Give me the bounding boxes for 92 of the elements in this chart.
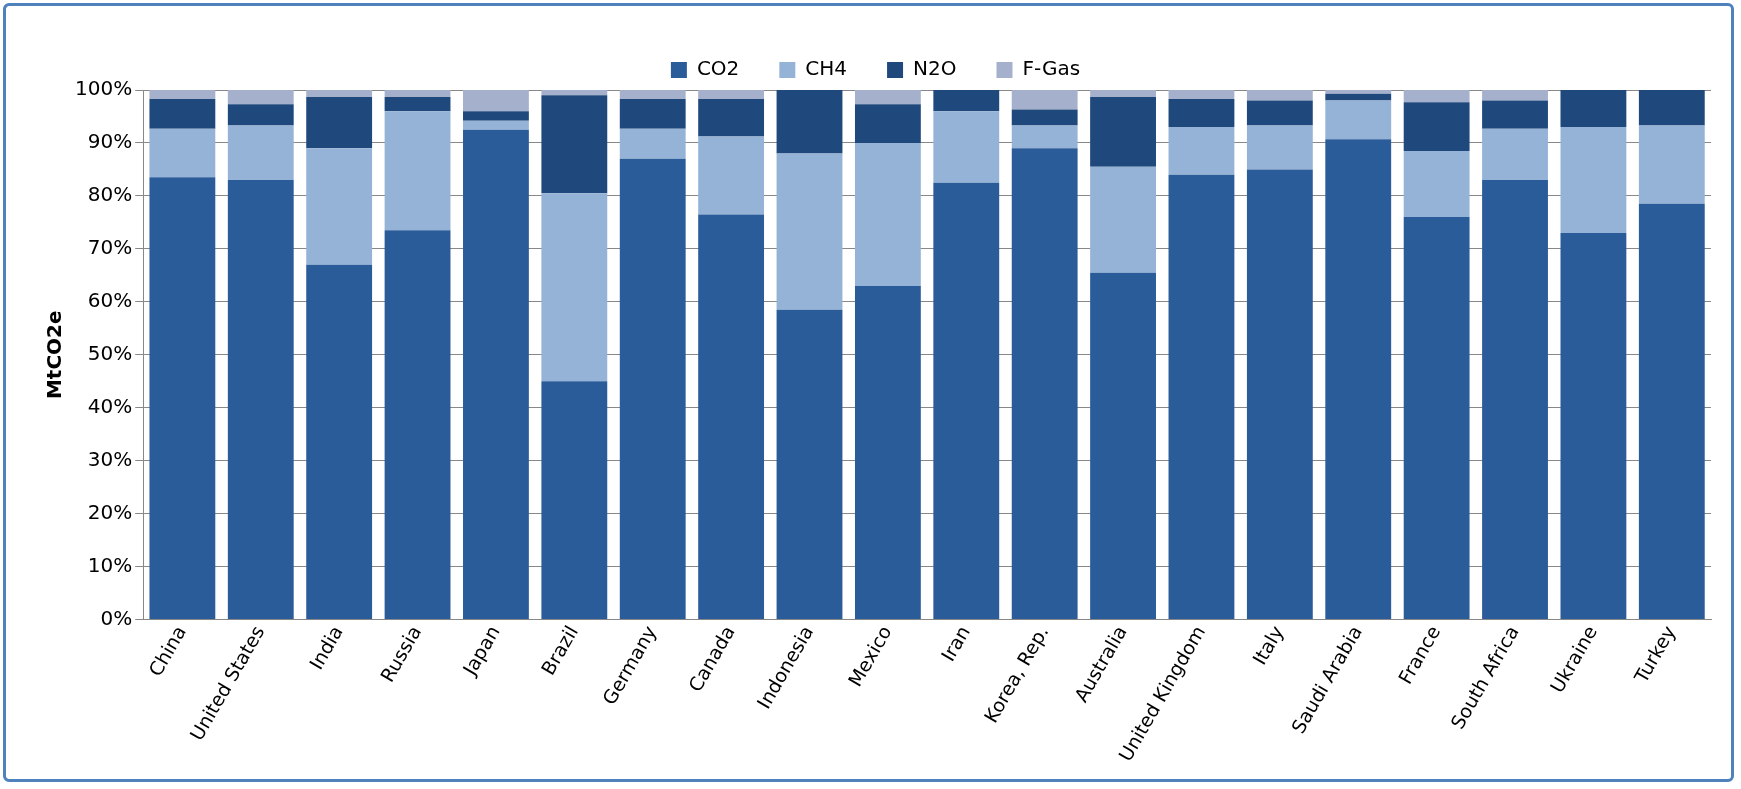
bar — [306, 264, 373, 620]
bar — [463, 90, 529, 112]
bar — [1168, 174, 1235, 620]
bar — [306, 90, 373, 97]
bar — [776, 309, 843, 620]
y-tick-label: 60% — [87, 288, 133, 313]
legend-label: CH4 — [805, 56, 848, 81]
bar — [149, 128, 216, 178]
bar — [1560, 90, 1627, 128]
bar — [1325, 90, 1392, 94]
bar — [1325, 139, 1392, 620]
y-axis-title: MtCO2e — [42, 310, 67, 400]
y-tick-label: 20% — [87, 499, 133, 524]
y-tick-label: 80% — [87, 182, 133, 207]
bar — [384, 111, 451, 231]
bar — [698, 136, 765, 215]
bar — [1090, 272, 1156, 620]
y-tick-label: 70% — [87, 235, 133, 260]
bar — [463, 111, 529, 121]
bar — [619, 90, 686, 99]
bar — [227, 90, 294, 105]
bar — [1011, 90, 1078, 110]
legend-label: CO2 — [696, 56, 740, 81]
bar — [1560, 127, 1627, 233]
bar — [384, 90, 451, 97]
bar — [1482, 180, 1548, 620]
y-tick-label: 100% — [74, 76, 133, 101]
bar — [149, 90, 216, 99]
bar — [1011, 148, 1078, 620]
y-tick-label: 40% — [87, 393, 133, 418]
bar — [1246, 100, 1313, 126]
bar — [854, 142, 921, 286]
bar — [541, 381, 608, 620]
bar — [1403, 150, 1470, 218]
bar — [1246, 169, 1313, 620]
bar — [1246, 90, 1313, 101]
bar — [1638, 125, 1705, 204]
bar — [1011, 109, 1078, 126]
y-tick-label: 90% — [87, 129, 133, 154]
bar — [1560, 232, 1627, 620]
bar — [619, 99, 686, 129]
bar — [1482, 90, 1548, 101]
bar — [776, 90, 843, 154]
bar — [1168, 90, 1235, 99]
y-tick-label: 10% — [87, 552, 133, 577]
bar — [854, 90, 921, 105]
bar — [1090, 96, 1156, 167]
bar — [384, 96, 451, 112]
bar — [1482, 100, 1548, 129]
bar — [1011, 125, 1078, 149]
bar — [227, 180, 294, 620]
legend-label: F-Gas — [1022, 56, 1081, 81]
bar — [227, 104, 294, 126]
y-tick-label: 50% — [87, 340, 133, 365]
bar — [933, 182, 1000, 620]
legend-label: N2O — [913, 56, 957, 81]
bar — [149, 177, 216, 620]
bar — [698, 90, 765, 99]
y-tick-label: 30% — [87, 446, 133, 471]
bar — [1403, 90, 1470, 103]
bar — [933, 111, 1000, 183]
bar — [227, 125, 294, 181]
bar — [1168, 127, 1235, 175]
bar — [1246, 125, 1313, 170]
bar — [933, 90, 1000, 112]
bar — [463, 120, 529, 130]
bar — [776, 153, 843, 310]
bar — [384, 230, 451, 620]
bar — [1403, 102, 1470, 151]
bar — [619, 158, 686, 620]
bar — [854, 104, 921, 143]
bar — [1090, 166, 1156, 273]
bar — [541, 193, 608, 382]
bar — [1325, 100, 1392, 140]
bar — [149, 99, 216, 129]
bar — [1482, 128, 1548, 181]
bar — [1403, 217, 1470, 620]
bar — [306, 148, 373, 265]
bar — [306, 96, 373, 149]
bar — [1638, 203, 1705, 620]
y-tick-label: 0% — [100, 605, 133, 630]
bar — [1090, 90, 1156, 97]
bar — [698, 99, 765, 137]
bar — [1638, 90, 1705, 126]
bar — [619, 128, 686, 159]
bar — [854, 285, 921, 620]
bar — [698, 214, 765, 620]
bar — [541, 90, 608, 96]
bar — [541, 95, 608, 194]
bar — [1325, 93, 1392, 101]
bar — [463, 129, 529, 620]
bar — [1168, 99, 1235, 128]
